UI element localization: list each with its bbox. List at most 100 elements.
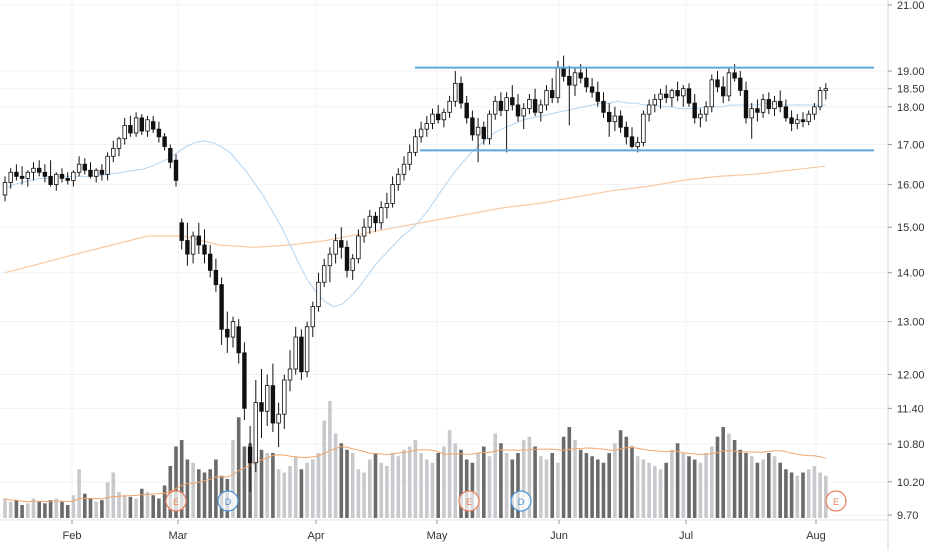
volume-bar: [464, 459, 469, 518]
candle-body: [65, 177, 70, 181]
candle-body: [698, 113, 703, 119]
volume-bar: [778, 462, 782, 518]
candle: [492, 95, 498, 120]
volume-bar: [191, 462, 195, 518]
candle-body: [641, 113, 646, 143]
volume-bar: [447, 430, 452, 518]
volume-bar: [698, 462, 703, 518]
volume-bar: [60, 501, 64, 518]
dividend-marker[interactable]: D: [217, 490, 239, 512]
candle: [567, 65, 572, 126]
trading-range-channel: [415, 66, 874, 152]
candle-body: [190, 235, 196, 255]
earnings-marker[interactable]: E: [165, 490, 187, 512]
candle: [407, 144, 412, 171]
candle: [453, 71, 458, 107]
earnings-marker[interactable]: E: [825, 490, 847, 512]
volume-bar: [174, 446, 178, 518]
candle: [441, 108, 447, 128]
volume-bar: [202, 472, 207, 518]
candle-body: [595, 91, 600, 102]
candle: [37, 160, 42, 177]
candle: [812, 103, 817, 120]
candle-body: [276, 413, 281, 424]
volume-bar: [681, 453, 686, 518]
time-tick-label: Aug: [806, 530, 826, 542]
candle: [310, 301, 315, 338]
volume-bars: [3, 401, 828, 518]
candle: [378, 201, 384, 230]
candle: [624, 121, 629, 145]
volume-bar: [539, 456, 543, 518]
candle-body: [59, 173, 65, 179]
candle: [287, 350, 293, 392]
time-axis[interactable]: Feb Mar Apr May Jun Jul Aug: [63, 520, 826, 542]
candle: [681, 85, 686, 107]
candle-body: [783, 106, 789, 119]
volume-bar: [601, 462, 606, 518]
volume-bar: [276, 469, 281, 518]
candle-body: [601, 100, 606, 113]
candle-body: [168, 148, 173, 163]
candle-body: [658, 93, 663, 100]
volume-bar: [88, 498, 93, 518]
volume-bar: [185, 459, 190, 518]
volume-bar: [413, 440, 418, 518]
candle: [738, 71, 743, 96]
candle-body: [430, 113, 435, 124]
candle: [669, 88, 675, 107]
candle-body: [812, 106, 817, 115]
candle-body: [538, 104, 543, 113]
volume-bar: [453, 443, 458, 518]
volume-bar: [556, 462, 560, 518]
candle: [475, 117, 481, 163]
dividend-marker-circle: [217, 490, 239, 512]
candle-body: [567, 75, 572, 86]
candle-body: [817, 90, 823, 108]
candle: [715, 71, 720, 93]
candle-body: [390, 184, 395, 204]
volume-bar: [105, 482, 110, 518]
volume-bar: [48, 500, 53, 518]
candle-body: [703, 106, 709, 115]
volume-bar: [487, 456, 492, 518]
volume-bar: [350, 453, 355, 518]
candle-body: [225, 328, 230, 338]
volume-bar: [613, 443, 617, 518]
candle-body: [207, 253, 213, 271]
candle: [344, 240, 350, 278]
volume-bar: [117, 492, 121, 518]
price-axis[interactable]: 21.00 19.00 18.50 18.00 17.00 16.00 15.00 14.00…: [888, 0, 925, 522]
volume-bar: [476, 453, 480, 518]
volume-bar: [168, 466, 173, 518]
candle: [418, 121, 424, 143]
volume-bar: [710, 446, 714, 518]
candle-body: [219, 284, 224, 330]
candle: [259, 369, 264, 438]
candle: [139, 114, 144, 135]
candle-body: [213, 269, 219, 286]
candle-body: [681, 88, 686, 97]
volume-moving-average-line: [4, 446, 826, 503]
earnings-marker[interactable]: E: [458, 490, 480, 512]
candle-body: [413, 136, 418, 153]
volume-bar: [162, 485, 167, 518]
dividend-marker[interactable]: D: [510, 490, 532, 512]
volume-bar: [214, 459, 218, 518]
candle: [19, 166, 25, 185]
candle-body: [515, 104, 521, 117]
candle: [168, 144, 173, 169]
candle-body: [293, 336, 298, 370]
candle: [749, 103, 754, 139]
candle: [190, 231, 196, 264]
candle-body: [367, 215, 372, 228]
candle: [817, 86, 823, 111]
candle-body: [2, 182, 8, 196]
volume-bar: [675, 443, 680, 518]
candle-body: [795, 119, 800, 124]
candle: [111, 140, 116, 163]
price-tick-label: 18.50: [897, 84, 925, 96]
candle: [703, 101, 709, 122]
candle: [487, 110, 492, 145]
